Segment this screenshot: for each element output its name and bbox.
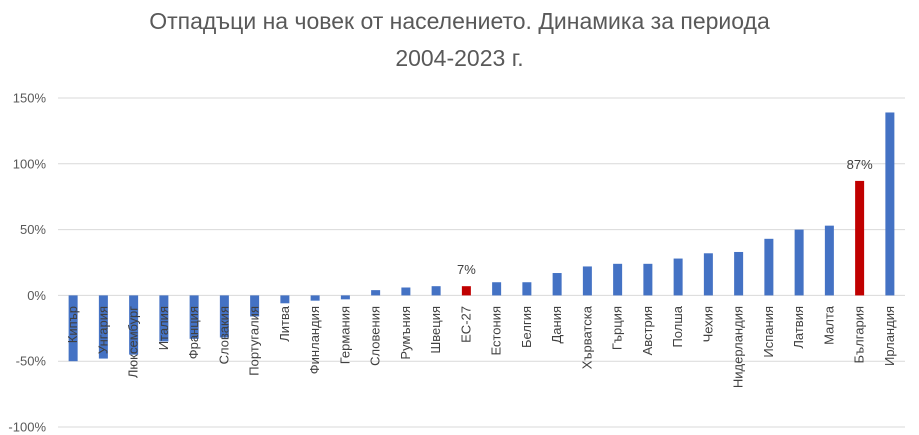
category-label: Австрия [640, 306, 655, 355]
category-label: Германия [337, 306, 352, 364]
bar [250, 295, 260, 317]
bar [401, 287, 411, 296]
y-tick-label: 0% [27, 288, 46, 303]
category-label: Малта [821, 305, 836, 345]
bar [764, 238, 774, 296]
bar [824, 225, 834, 296]
data-label: 87% [847, 157, 873, 172]
category-label: Румъния [398, 306, 413, 360]
category-label: Дания [549, 306, 564, 344]
data-label: 7% [457, 262, 476, 277]
y-tick-label: -100% [8, 420, 46, 435]
category-label: Гърция [610, 306, 625, 350]
bar [582, 266, 592, 296]
category-label: Полша [670, 305, 685, 347]
bar [310, 295, 320, 301]
bar [885, 112, 895, 296]
category-label: Латвия [791, 306, 806, 349]
bar [522, 282, 532, 296]
bar [461, 286, 471, 296]
category-label: Испания [761, 306, 776, 358]
category-label: Унгария [95, 306, 110, 354]
category-label: Нидерландия [731, 306, 746, 388]
bar [219, 295, 229, 338]
bar [794, 229, 804, 296]
category-label: ЕС-27 [458, 306, 473, 343]
category-label: Финландия [307, 306, 322, 374]
category-label: Португалия [247, 306, 262, 376]
bar [371, 290, 381, 296]
chart-title: Отпадъци на човек от населението. Динами… [149, 8, 770, 34]
category-label: България [852, 306, 867, 363]
bar [98, 295, 108, 359]
category-label: Кипър [65, 306, 80, 343]
bar [189, 295, 199, 339]
category-label: Чехия [700, 306, 715, 342]
y-tick-label: 50% [20, 222, 46, 237]
category-label: Естония [489, 306, 504, 356]
category-label: Италия [156, 306, 171, 350]
bar [855, 180, 865, 296]
y-tick-label: -50% [16, 354, 47, 369]
bar [673, 258, 683, 296]
bar [492, 282, 502, 296]
bar [280, 295, 290, 304]
category-label: Белгия [519, 306, 534, 348]
bar [340, 295, 350, 300]
category-label: Франция [186, 306, 201, 359]
bar [734, 251, 744, 296]
bar [159, 295, 169, 342]
category-label: Люксембург [126, 306, 141, 378]
bar [703, 253, 713, 296]
bar [68, 295, 78, 362]
y-tick-label: 150% [13, 91, 47, 106]
category-label: Хърватска [579, 305, 594, 369]
bar [552, 273, 562, 296]
category-label: Ирландия [882, 306, 897, 366]
chart-title-period: 2004-2023 г. [395, 45, 524, 71]
category-label: Словакия [216, 306, 231, 364]
y-tick-label: 100% [13, 156, 47, 171]
bar [643, 263, 653, 296]
category-label: Литва [277, 305, 292, 342]
bar [613, 263, 623, 296]
bar [129, 295, 139, 355]
bar [431, 286, 441, 296]
category-label: Швеция [428, 306, 443, 354]
category-label: Словения [368, 306, 383, 366]
